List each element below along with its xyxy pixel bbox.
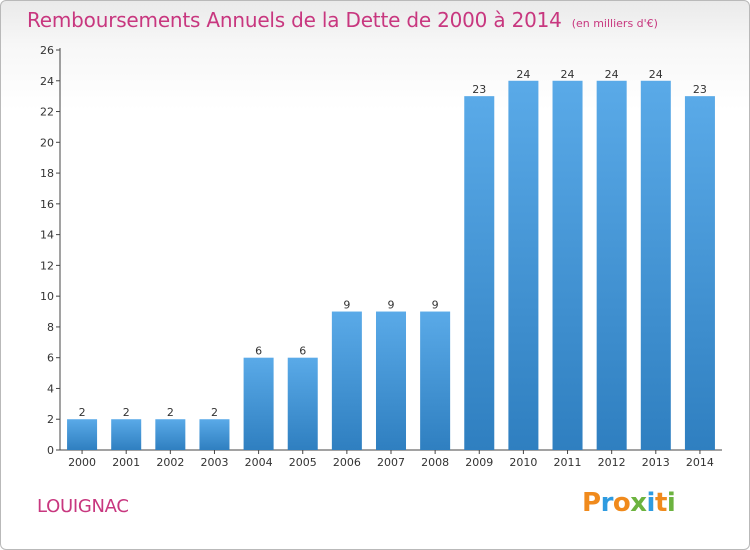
bar-value-label: 6 <box>255 345 262 358</box>
bar <box>464 96 495 451</box>
bar <box>420 311 451 450</box>
bar <box>155 419 186 450</box>
x-tick-label: 2008 <box>421 456 449 469</box>
x-tick-label: 2007 <box>377 456 405 469</box>
logo-letter: i <box>646 488 656 518</box>
bar <box>375 311 407 450</box>
bar-value-label: 9 <box>432 299 439 312</box>
x-tick-label: 2013 <box>642 456 670 469</box>
bar-value-label: 24 <box>561 68 575 81</box>
y-tick-label: 6 <box>47 352 54 365</box>
bar <box>552 80 583 451</box>
bar <box>640 80 671 451</box>
bar <box>243 357 274 450</box>
bar <box>684 96 715 451</box>
y-tick-label: 4 <box>47 382 54 395</box>
bar <box>508 80 539 451</box>
y-tick-label: 0 <box>47 444 54 457</box>
bar-value-label: 6 <box>299 345 306 358</box>
bar-value-label: 2 <box>123 406 130 419</box>
chart-header: Remboursements Annuels de la Dette de 20… <box>27 8 658 32</box>
x-tick-label: 2005 <box>289 456 317 469</box>
x-tick-label: 2014 <box>686 456 714 469</box>
y-tick-label: 2 <box>47 413 54 426</box>
bar <box>111 419 142 450</box>
logo-letter: r <box>600 488 614 518</box>
logo-letter: o <box>612 488 631 518</box>
bar-value-label: 2 <box>79 406 86 419</box>
bar-value-label: 2 <box>211 406 218 419</box>
bar-value-label: 9 <box>388 299 395 312</box>
x-tick-label: 2000 <box>68 456 96 469</box>
bar-value-label: 24 <box>605 68 619 81</box>
x-tick-label: 2002 <box>156 456 184 469</box>
bar-value-label: 24 <box>649 68 663 81</box>
bar <box>287 357 318 450</box>
x-tick-label: 2006 <box>333 456 361 469</box>
y-tick-label: 18 <box>40 167 54 180</box>
x-tick-labels: 2000 2001 2002 2003 2004 2005 2006 2007 2008 2009… <box>68 456 714 469</box>
x-tick-label: 2004 <box>245 456 273 469</box>
y-tick-label: 26 <box>40 44 54 57</box>
chart-title: Remboursements Annuels de la Dette de 20… <box>27 8 562 32</box>
y-tick-label: 12 <box>40 259 54 272</box>
logo-letter: P <box>582 488 601 518</box>
bar-value-label: 9 <box>343 299 350 312</box>
y-tick-label: 14 <box>40 229 54 242</box>
proxiti-logo[interactable]: Proxiti <box>582 488 676 518</box>
x-tick-label: 2010 <box>509 456 537 469</box>
y-tick-label: 10 <box>40 290 54 303</box>
bar <box>331 311 362 450</box>
logo-letter: t <box>654 488 667 518</box>
y-tick-label: 16 <box>40 198 54 211</box>
x-tick-label: 2003 <box>200 456 228 469</box>
bar <box>67 419 98 450</box>
x-tick-label: 2011 <box>554 456 582 469</box>
commune-name: LOUIGNAC <box>37 496 129 517</box>
bar <box>596 80 627 451</box>
x-tick-label: 2012 <box>598 456 626 469</box>
bar-value-label: 23 <box>693 83 707 96</box>
logo-letter: i <box>666 488 676 518</box>
bar-value-label: 24 <box>516 68 530 81</box>
x-tick-label: 2009 <box>465 456 493 469</box>
y-tick-label: 24 <box>40 75 54 88</box>
bar-value-label: 23 <box>472 83 486 96</box>
y-tick-label: 22 <box>40 106 54 119</box>
y-tick-label: 8 <box>47 321 54 334</box>
chart-subtitle: (en milliers d'€) <box>571 17 658 30</box>
bar <box>199 419 230 450</box>
bar-labels: 2 2 2 2 6 6 9 9 9 23 24 24 24 24 23 <box>79 68 707 419</box>
x-tick-label: 2001 <box>112 456 140 469</box>
y-tick-label: 20 <box>40 136 54 149</box>
bar-value-label: 2 <box>167 406 174 419</box>
logo-letter: x <box>630 488 647 518</box>
bars <box>67 80 715 451</box>
